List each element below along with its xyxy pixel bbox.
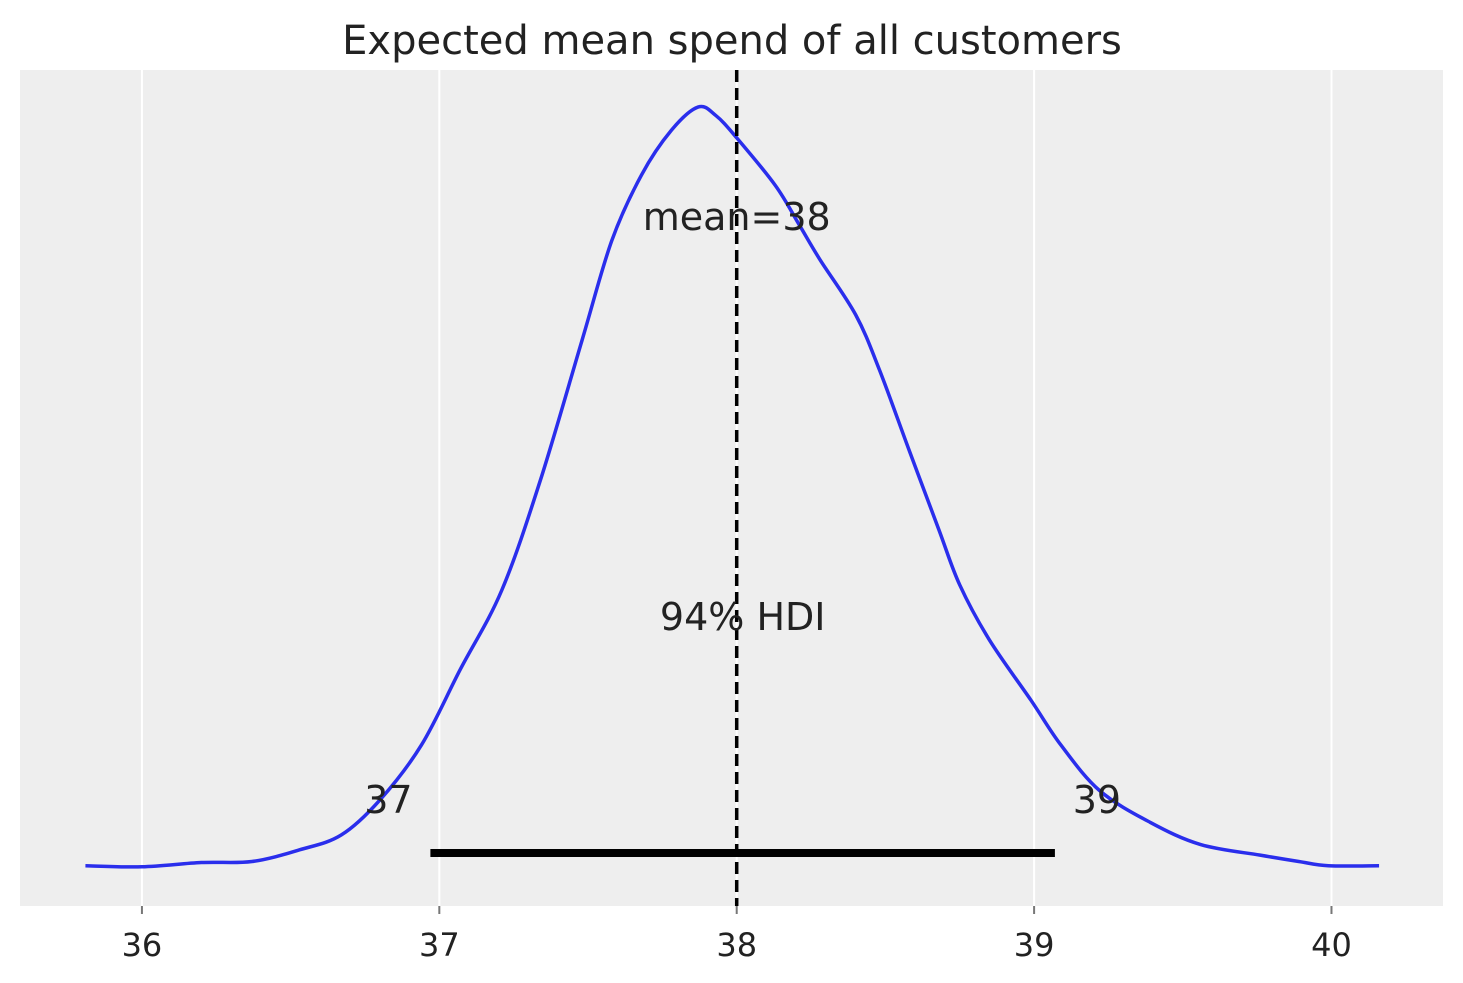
plot-area	[20, 70, 1443, 906]
mean-label: mean=38	[643, 195, 831, 239]
x-tick-label: 38	[716, 926, 757, 964]
hdi-label: 94% HDI	[660, 595, 826, 639]
x-tick-label: 40	[1311, 926, 1352, 964]
chart-title: Expected mean spend of all customers	[342, 18, 1122, 64]
x-tick-label: 37	[419, 926, 460, 964]
x-tick-label: 39	[1014, 926, 1055, 964]
x-tick-label: 36	[122, 926, 163, 964]
hdi-low-label: 37	[364, 778, 412, 822]
hdi-high-label: 39	[1073, 778, 1121, 822]
density-curve	[85, 104, 1380, 869]
